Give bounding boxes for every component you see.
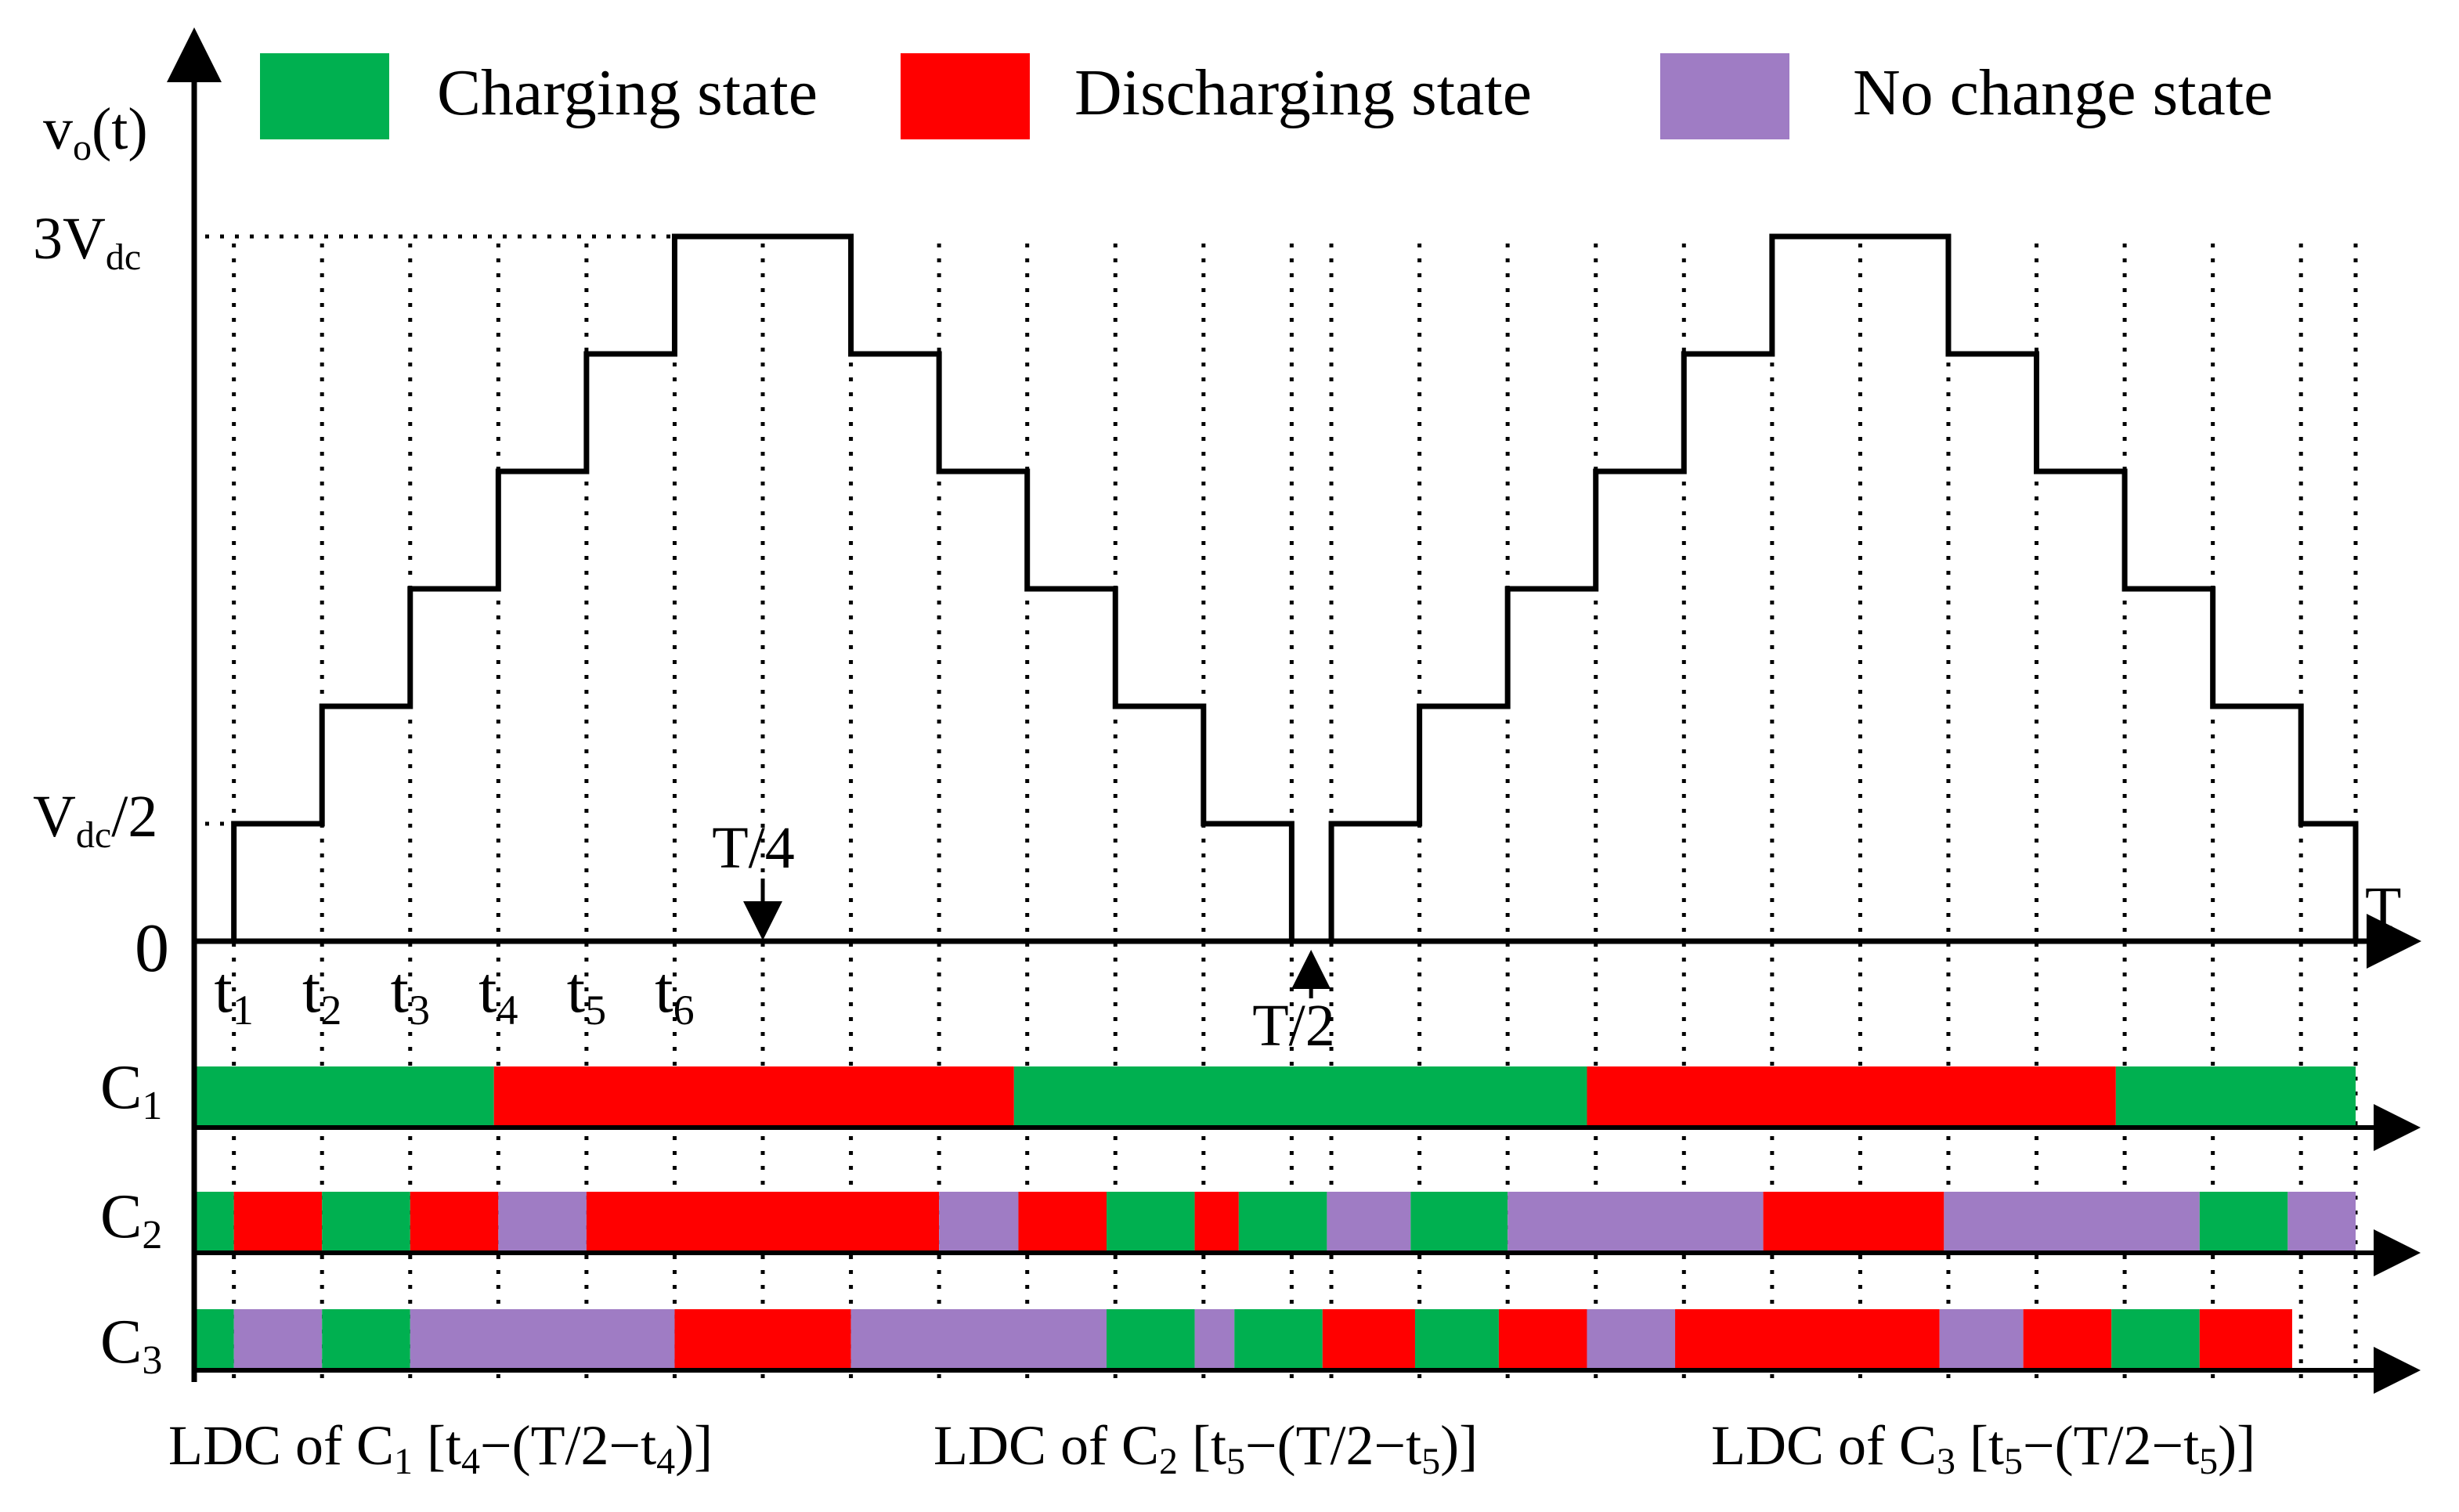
legend-charging-label: Charging state: [437, 56, 818, 129]
axes: [167, 27, 2421, 1394]
time-label-t3: t3: [391, 954, 430, 1034]
zero-label: 0: [135, 911, 169, 987]
row-3-segment-discharging: [2023, 1309, 2112, 1370]
row-label-c2: C2: [100, 1182, 162, 1258]
row-3-segment-charging: [1107, 1309, 1195, 1370]
time-label-t5: t5: [567, 954, 606, 1034]
row-2-segment-discharging: [1018, 1192, 1107, 1253]
row-2-segment-nochange: [498, 1192, 587, 1253]
row-3-segment-discharging: [1675, 1309, 1940, 1370]
row-label-c1: C1: [100, 1053, 162, 1128]
row-3-segment-discharging: [674, 1309, 851, 1370]
half-period-label: T/2: [1252, 993, 1335, 1059]
level-3vdc-label: 3Vdc: [33, 206, 141, 278]
row-3-segment-nochange: [850, 1309, 1107, 1370]
time-label-t6: t6: [655, 954, 694, 1034]
waveform-path: [194, 233, 2359, 944]
row-3-segment-discharging: [2199, 1309, 2292, 1370]
row-2-segment-charging: [194, 1192, 234, 1253]
legend-nochange-label: No change state: [1853, 56, 2273, 129]
row-2-segment-charging: [2199, 1192, 2288, 1253]
row-1-segment-discharging: [493, 1066, 1014, 1128]
row-2-segment-nochange: [1327, 1192, 1411, 1253]
row-2-segment-nochange: [1944, 1192, 2200, 1253]
row-2-segment-discharging: [1763, 1192, 1944, 1253]
legend-charging-swatch: [260, 53, 389, 139]
row-1-segment-charging: [194, 1066, 494, 1128]
state-bars: [194, 1066, 2356, 1370]
row-3-segment-nochange: [410, 1309, 675, 1370]
legend-discharging-swatch: [901, 53, 1030, 139]
row-3-segment-nochange: [1587, 1309, 1676, 1370]
caption-ldc-c3: LDC of C3 [t5−(T/2−t5)]: [1711, 1414, 2255, 1482]
quarter-period-label: T/4: [712, 815, 795, 881]
row-2-segment-nochange: [2287, 1192, 2356, 1253]
row-3-segment-charging: [2111, 1309, 2200, 1370]
legend-discharging-label: Discharging state: [1074, 56, 1532, 129]
row-3-segment-discharging: [1498, 1309, 1587, 1370]
row-2-segment-charging: [322, 1192, 410, 1253]
row-3-segment-charging: [1234, 1309, 1323, 1370]
caption-ldc-c2: LDC of C2 [t5−(T/2−t5)]: [933, 1414, 1478, 1482]
time-label-t4: t4: [478, 954, 518, 1034]
row-label-c3: C3: [100, 1308, 162, 1383]
row-2-segment-nochange: [1508, 1192, 1764, 1253]
row-3-segment-nochange: [1194, 1309, 1235, 1370]
row-1-segment-charging: [2115, 1066, 2356, 1128]
legend-nochange-swatch: [1660, 53, 1789, 139]
caption-ldc-c1: LDC of C1 [t4−(T/2−t4)]: [168, 1414, 713, 1482]
row-2-segment-discharging: [1194, 1192, 1239, 1253]
level-vdc2-label: Vdc/2: [33, 784, 157, 856]
time-label-t1: t1: [214, 954, 253, 1034]
voltage-waveform: [194, 233, 2359, 944]
time-label-t2: t2: [302, 954, 341, 1034]
row-2-segment-nochange: [939, 1192, 1019, 1253]
row-3-segment-charging: [194, 1309, 234, 1370]
x-axis-label: T: [2365, 875, 2401, 941]
time-labels: t1 t2 t3 t4 t5 t6: [214, 954, 694, 1034]
row-3-segment-charging: [1414, 1309, 1499, 1370]
row-1-segment-charging: [1013, 1066, 1587, 1128]
row-3-segment-charging: [322, 1309, 410, 1370]
row-2-segment-discharging: [233, 1192, 323, 1253]
row-2-segment-charging: [1238, 1192, 1327, 1253]
row-3-segment-discharging: [1322, 1309, 1415, 1370]
legend: Charging state Discharging state No chan…: [260, 53, 2273, 139]
row-2-segment-charging: [1107, 1192, 1195, 1253]
row-1-segment-discharging: [1587, 1066, 2116, 1128]
row-3-segment-nochange: [233, 1309, 323, 1370]
row-3-segment-nochange: [1939, 1309, 2024, 1370]
row-2-segment-discharging: [410, 1192, 499, 1253]
row-2-segment-discharging: [586, 1192, 940, 1253]
row-2-segment-charging: [1410, 1192, 1508, 1253]
y-axis-label: vo(t): [43, 96, 148, 168]
